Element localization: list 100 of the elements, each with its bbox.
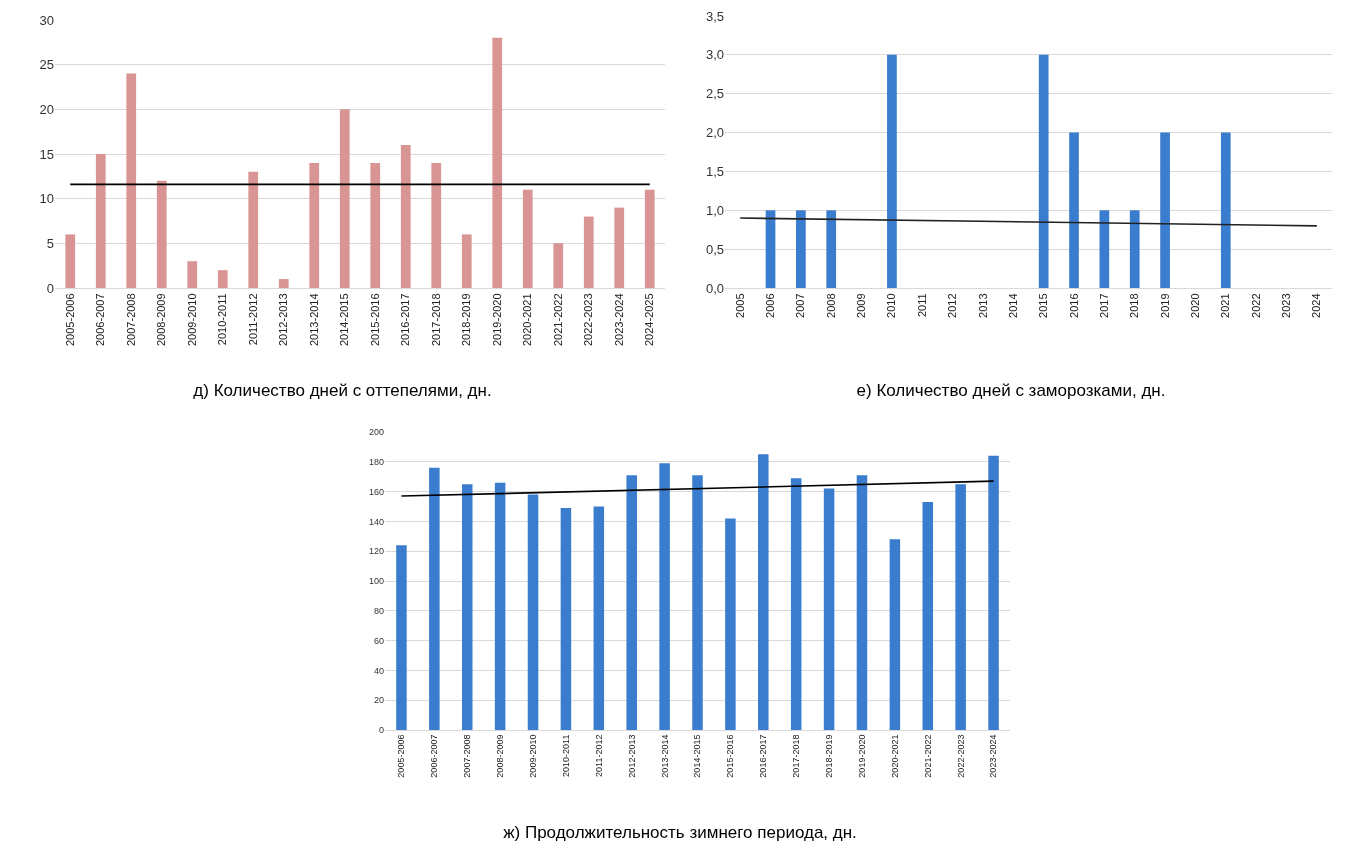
text: е) Количество дней с заморозками, дн. bbox=[856, 381, 1166, 400]
x-tick-label: 2005-2006 bbox=[396, 734, 407, 778]
x-tick-label: 2015-2016 bbox=[725, 734, 736, 778]
x-tick-label: 2019 bbox=[1158, 293, 1171, 318]
x-tick-label: 2011-2012 bbox=[246, 293, 259, 346]
bar bbox=[823, 488, 835, 730]
y-tick-label: 20 bbox=[39, 101, 54, 117]
bar bbox=[461, 484, 473, 730]
text: д) Количество дней с оттепелями, дн. bbox=[193, 381, 492, 400]
y-tick-label: 10 bbox=[39, 191, 54, 207]
bar bbox=[156, 180, 167, 288]
x-tick-label: 2014-2015 bbox=[692, 734, 703, 778]
bar bbox=[126, 73, 137, 288]
bar bbox=[659, 463, 670, 730]
x-tick-label: 2012 bbox=[946, 293, 959, 318]
y-tick-label: 2,0 bbox=[705, 125, 724, 141]
x-tick-label: 2015 bbox=[1037, 293, 1050, 318]
x-tick-label: 2013-2014 bbox=[659, 734, 670, 778]
y-tick-label: 25 bbox=[39, 57, 54, 73]
x-tick-label: 2023-2024 bbox=[612, 293, 625, 347]
y-tick-label: 30 bbox=[39, 12, 54, 28]
x-tick-label: 2013 bbox=[976, 293, 989, 318]
x-tick-label: 2017-2018 bbox=[791, 734, 802, 778]
x-tick-label: 2016-2017 bbox=[758, 734, 769, 778]
x-tick-label: 2019-2020 bbox=[856, 734, 867, 778]
x-tick-label: 2018-2019 bbox=[460, 293, 473, 347]
x-tick-label: 2014-2015 bbox=[338, 293, 351, 347]
y-tick-label: 3,0 bbox=[705, 47, 724, 63]
y-tick-label: 0,0 bbox=[705, 280, 724, 296]
x-tick-label: 2022-2023 bbox=[582, 293, 595, 347]
bar bbox=[955, 484, 966, 730]
x-tick-label: 2021-2022 bbox=[551, 293, 564, 347]
x-tick-label: 2006-2007 bbox=[429, 734, 440, 778]
y-tick-label: 1,5 bbox=[705, 163, 724, 179]
bar bbox=[1129, 210, 1140, 288]
x-tick-label: 2021-2022 bbox=[922, 734, 933, 778]
x-tick-label: 2017 bbox=[1097, 293, 1110, 318]
y-tick-label: 80 bbox=[373, 605, 384, 616]
bar bbox=[1038, 54, 1049, 288]
bar bbox=[461, 234, 472, 288]
x-tick-label: 2005 bbox=[733, 293, 746, 318]
y-tick-label: 0,5 bbox=[705, 241, 724, 257]
x-tick-label: 2010-2011 bbox=[216, 293, 229, 346]
x-tick-label: 2020-2021 bbox=[889, 734, 900, 778]
x-tick-label: 2016-2017 bbox=[399, 293, 412, 347]
x-tick-label: 2010 bbox=[885, 293, 898, 318]
bar bbox=[522, 189, 533, 288]
x-tick-label: 2016 bbox=[1067, 293, 1080, 318]
bar bbox=[765, 210, 776, 288]
x-tick-label: 2013-2014 bbox=[307, 293, 320, 347]
bar bbox=[856, 475, 868, 730]
x-tick-label: 2024 bbox=[1310, 293, 1323, 318]
x-tick-label: 2007 bbox=[794, 293, 807, 318]
x-tick-label: 2009-2010 bbox=[527, 734, 538, 778]
bar bbox=[187, 261, 198, 288]
y-tick-label: 140 bbox=[368, 516, 384, 527]
bar bbox=[988, 455, 999, 730]
x-tick-label: 2023-2024 bbox=[988, 734, 999, 778]
y-tick-label: 100 bbox=[368, 576, 384, 587]
x-tick-label: 2018 bbox=[1128, 293, 1141, 318]
x-tick-label: 2021 bbox=[1219, 293, 1232, 318]
x-tick-label: 2018-2019 bbox=[824, 734, 835, 778]
x-tick-label: 2020 bbox=[1189, 293, 1202, 318]
bar bbox=[922, 502, 934, 730]
y-tick-label: 15 bbox=[39, 146, 54, 162]
bar bbox=[1220, 132, 1231, 288]
x-tick-label: 2009 bbox=[855, 293, 868, 318]
bar bbox=[889, 539, 901, 730]
bar bbox=[429, 467, 440, 730]
text: ж) Продолжительность зимнего периода, дн. bbox=[503, 823, 857, 842]
bar bbox=[614, 207, 625, 288]
bar bbox=[65, 234, 76, 288]
x-tick-label: 2009-2010 bbox=[185, 293, 198, 347]
x-tick-label: 2007-2008 bbox=[462, 734, 473, 778]
bar bbox=[626, 475, 637, 730]
y-tick-label: 1,0 bbox=[705, 202, 724, 218]
bar bbox=[396, 545, 407, 730]
x-tick-label: 2024-2025 bbox=[643, 293, 656, 347]
x-tick-label: 2008-2009 bbox=[495, 734, 506, 778]
bar bbox=[527, 494, 539, 730]
x-tick-label: 2008-2009 bbox=[155, 293, 168, 347]
bar bbox=[553, 243, 564, 288]
bar bbox=[1160, 132, 1170, 288]
x-tick-label: 2012-2013 bbox=[626, 734, 637, 778]
x-tick-label: 2019-2020 bbox=[490, 293, 503, 347]
y-tick-label: 5 bbox=[46, 235, 54, 251]
y-tick-label: 60 bbox=[373, 635, 384, 646]
x-tick-label: 2007-2008 bbox=[124, 293, 137, 347]
x-tick-label: 2017-2018 bbox=[429, 293, 442, 347]
x-tick-label: 2012-2013 bbox=[277, 293, 290, 347]
x-tick-label: 2008 bbox=[824, 293, 837, 318]
y-tick-label: 2,5 bbox=[705, 86, 724, 102]
bar bbox=[431, 162, 442, 288]
bar bbox=[692, 475, 703, 730]
y-tick-label: 3,5 bbox=[705, 8, 724, 24]
x-tick-label: 2014 bbox=[1006, 293, 1019, 318]
x-tick-label: 2006-2007 bbox=[94, 293, 107, 347]
bar bbox=[248, 171, 259, 288]
bar bbox=[644, 189, 655, 288]
x-tick-label: 2010-2011 bbox=[560, 734, 571, 777]
